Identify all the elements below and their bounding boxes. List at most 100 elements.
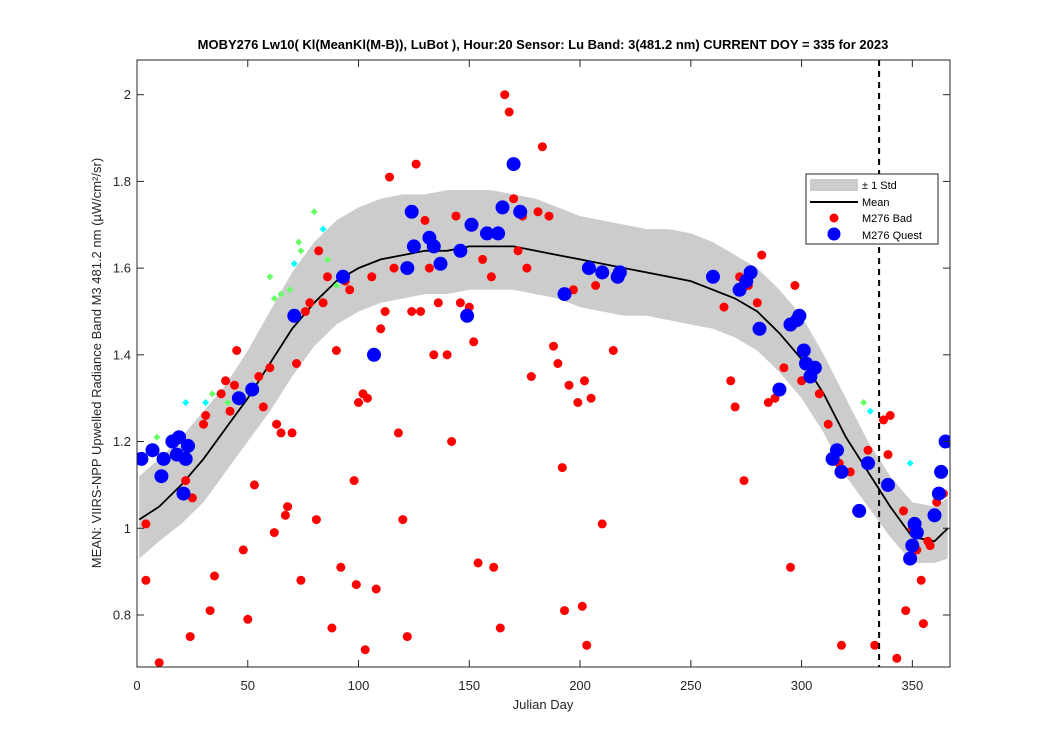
quest-point xyxy=(834,464,849,479)
bad-point xyxy=(249,480,259,490)
green-point xyxy=(295,238,303,246)
legend-mean-label: Mean xyxy=(862,197,890,209)
bad-point xyxy=(199,419,208,429)
bad-point xyxy=(901,606,911,616)
bad-point xyxy=(354,398,363,407)
bad-point xyxy=(537,142,547,152)
bad-point xyxy=(786,562,795,572)
quest-point xyxy=(772,382,787,397)
bad-point xyxy=(814,389,824,399)
mean-line xyxy=(138,245,949,543)
green-point xyxy=(860,399,868,407)
green-point xyxy=(270,294,278,302)
bad-point xyxy=(892,653,902,663)
x-tick-label: 300 xyxy=(791,678,813,693)
green-point xyxy=(153,433,161,441)
quest-point xyxy=(176,486,191,501)
green-point xyxy=(277,290,285,298)
chart-title: MOBY276 Lw10( Kl(MeanKl(M-B)), LuBot ), … xyxy=(198,37,889,52)
bad-point xyxy=(269,528,279,538)
bad-point xyxy=(837,640,846,650)
bad-point xyxy=(225,406,235,416)
bad-point xyxy=(336,562,346,572)
bad-point xyxy=(362,393,372,403)
cyan-point xyxy=(202,399,210,407)
bad-point xyxy=(258,402,268,412)
bad-point xyxy=(757,250,767,260)
bad-point xyxy=(185,632,195,642)
bad-point xyxy=(349,476,359,486)
bad-point xyxy=(580,376,589,386)
bad-point xyxy=(345,285,355,295)
green-point xyxy=(224,399,232,407)
quest-point xyxy=(852,503,867,518)
bad-point xyxy=(489,562,499,572)
bad-point xyxy=(367,272,377,282)
bad-point xyxy=(509,194,519,204)
bad-point xyxy=(389,263,399,273)
green-point xyxy=(208,390,216,398)
bad-point xyxy=(473,558,483,568)
quest-point xyxy=(156,451,171,466)
bad-point xyxy=(504,107,514,117)
quest-point xyxy=(861,456,875,471)
bad-point xyxy=(513,246,523,256)
green-point xyxy=(297,247,305,255)
quest-point xyxy=(172,430,187,445)
quest-point xyxy=(557,287,572,302)
bad-point xyxy=(730,402,740,412)
bad-point xyxy=(526,372,536,381)
bad-point xyxy=(469,337,479,347)
quest-point xyxy=(145,443,160,458)
bad-point xyxy=(577,601,587,611)
x-tick-label: 200 xyxy=(569,678,591,693)
quest-point xyxy=(792,308,807,323)
bad-point xyxy=(305,298,315,308)
legend-quest-label: M276 Quest xyxy=(862,230,922,242)
bad-point xyxy=(879,415,888,425)
bad-point xyxy=(719,302,729,312)
bad-point xyxy=(407,307,417,316)
bad-point xyxy=(918,619,928,629)
quest-point xyxy=(706,269,720,284)
bad-point xyxy=(447,437,457,446)
legend-bad-label: M276 Bad xyxy=(862,213,912,225)
bad-point xyxy=(351,580,361,590)
bad-point xyxy=(560,606,569,616)
bad-point xyxy=(823,419,833,429)
quest-point xyxy=(453,243,468,258)
bad-point xyxy=(442,350,452,360)
bad-point xyxy=(564,380,574,390)
bad-point xyxy=(393,428,403,438)
x-tick-label: 150 xyxy=(458,678,480,693)
bad-point xyxy=(586,393,596,403)
quest-point xyxy=(934,464,949,479)
quest-point xyxy=(154,469,169,484)
bad-point xyxy=(230,380,239,390)
legend-bad-marker xyxy=(829,213,839,223)
quest-point xyxy=(581,261,596,276)
x-axis: 0 50 100 150 200 250 300 350 xyxy=(133,60,923,693)
bad-point xyxy=(154,658,164,667)
bad-point xyxy=(205,606,215,616)
bad-point xyxy=(243,614,253,624)
bad-point xyxy=(591,281,601,290)
quest-point xyxy=(404,204,419,219)
bad-point xyxy=(429,350,439,360)
bad-point xyxy=(210,571,219,581)
quest-point xyxy=(743,265,758,280)
quest-point xyxy=(931,486,946,501)
x-tick-label: 100 xyxy=(348,678,370,693)
quest-point xyxy=(830,443,844,458)
quest-point xyxy=(506,157,521,172)
y-tick-label: 0.8 xyxy=(113,607,131,622)
bad-point xyxy=(863,445,873,455)
green-point xyxy=(286,286,294,294)
bad-point xyxy=(331,346,341,355)
bad-point xyxy=(790,281,800,290)
bad-point xyxy=(272,419,282,429)
bad-point xyxy=(557,463,567,473)
bad-point xyxy=(870,640,880,650)
bad-point xyxy=(300,307,310,316)
